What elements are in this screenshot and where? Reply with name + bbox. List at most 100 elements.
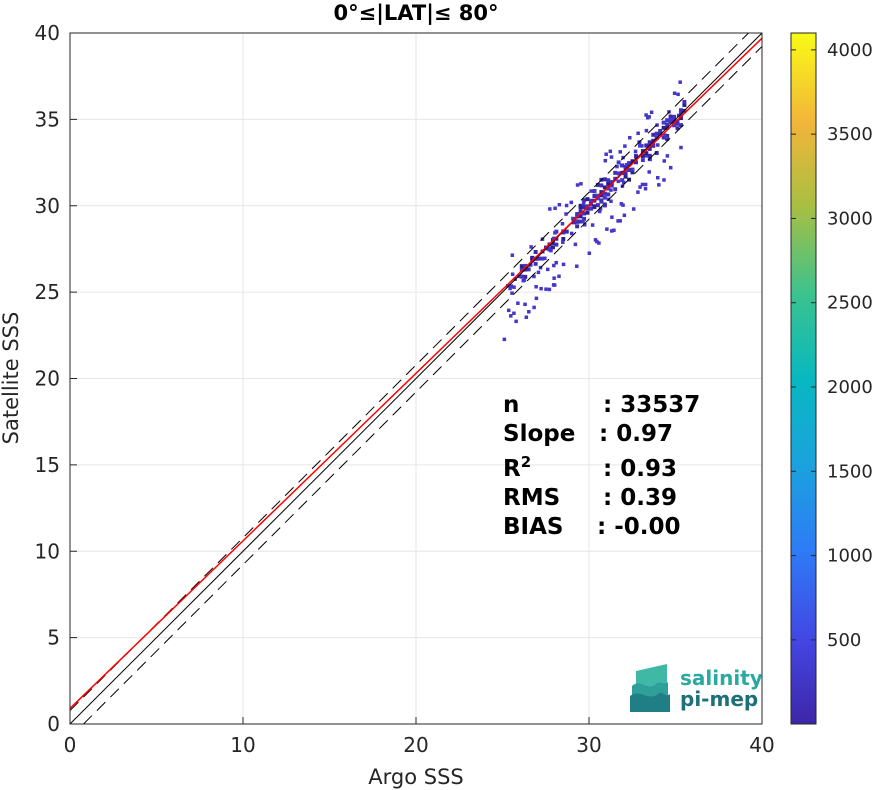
density-cell-158: [656, 175, 660, 180]
density-cell-254: [676, 113, 681, 118]
density-cell-259: [517, 274, 521, 279]
density-cell-48: [606, 178, 611, 183]
density-cell-35: [599, 190, 604, 195]
density-cell-30: [595, 193, 600, 198]
density-cell-122: [682, 102, 687, 107]
density-cell-78: [644, 153, 649, 158]
density-cell-240: [523, 302, 527, 307]
density-cell-273: [649, 110, 654, 115]
density-cell-268: [536, 270, 541, 275]
density-cell-127: [523, 274, 528, 279]
density-cell-126: [519, 264, 524, 269]
density-cell-274: [520, 274, 524, 279]
density-cell-269: [618, 219, 622, 223]
y-tick-label-1: 5: [47, 626, 60, 650]
density-cell-249: [657, 183, 661, 187]
density-cell-24: [592, 204, 597, 209]
density-cell-173: [597, 241, 601, 245]
density-cell-220: [623, 144, 627, 148]
density-cell-40: [602, 195, 607, 200]
density-cell-248: [662, 159, 667, 163]
density-cell-9: [578, 203, 583, 208]
density-cell-70: [630, 159, 635, 164]
density-cell-236: [643, 187, 648, 191]
density-cell-77: [640, 149, 645, 153]
density-cell-278: [509, 314, 513, 318]
density-cell-132: [530, 255, 535, 260]
density-cell-293: [656, 143, 660, 147]
density-cell-250: [510, 253, 515, 257]
axis-ticks: 0 10 20 30 40 0 5 10 15 20 25 30 35 40: [35, 21, 775, 757]
density-cell-115: [675, 119, 680, 124]
y-tick-label-4: 20: [35, 367, 60, 391]
density-cell-287: [581, 201, 586, 206]
density-cell-282: [589, 189, 594, 193]
y-tick-label-3: 15: [35, 453, 60, 477]
density-cell-163: [549, 248, 553, 253]
density-cell-4: [575, 212, 580, 217]
density-cell-1: [575, 224, 580, 229]
density-cell-228: [619, 202, 624, 206]
density-cell-136: [537, 256, 542, 261]
density-cell-286: [668, 118, 673, 122]
density-cell-81: [644, 143, 649, 148]
y-axis-label: Satellite SSS: [0, 312, 23, 445]
density-cell-289: [569, 200, 574, 205]
density-cell-84: [647, 146, 652, 151]
density-cell-19: [589, 206, 593, 211]
density-cell-95: [654, 131, 659, 136]
density-cell-68: [630, 170, 635, 175]
density-cell-233: [579, 182, 583, 186]
density-cell-18: [585, 197, 590, 202]
density-cell-262: [615, 164, 619, 169]
density-cell-242: [598, 207, 603, 211]
density-cell-252: [548, 207, 552, 211]
reference-line-1: [70, 33, 750, 711]
density-cell-218: [609, 199, 613, 203]
density-cell-144: [550, 245, 555, 250]
density-cell-290: [587, 251, 592, 255]
density-cell-89: [651, 142, 656, 147]
density-cell-157: [647, 170, 651, 174]
x-tick-label-0: 0: [64, 733, 77, 757]
density-cell-227: [676, 92, 680, 97]
density-cell-168: [552, 263, 556, 268]
density-cell-186: [564, 203, 569, 208]
density-cell-174: [668, 165, 673, 170]
y-tick-label-2: 10: [35, 539, 60, 563]
density-cell-192: [524, 315, 529, 320]
density-cell-279: [679, 145, 683, 150]
density-cell-34: [599, 193, 604, 198]
density-cell-76: [640, 153, 645, 158]
density-cell-116: [678, 123, 683, 128]
chart-title: 0°≤|LAT|≤ 80°: [333, 1, 498, 26]
density-cell-291: [612, 228, 616, 233]
density-cell-253: [644, 113, 648, 117]
density-cell-217: [638, 185, 642, 189]
density-cell-155: [509, 284, 514, 288]
density-cell-98: [661, 135, 666, 140]
density-cell-221: [539, 286, 543, 291]
y-tick-label-7: 35: [35, 107, 60, 131]
density-cell-172: [605, 227, 609, 231]
density-cell-90: [651, 138, 656, 143]
density-cell-199: [592, 189, 597, 194]
density-cell-237: [640, 144, 644, 148]
density-cell-125: [519, 267, 524, 272]
density-cell-195: [502, 337, 507, 342]
colorbar-tick-label-0: 500: [827, 630, 861, 651]
density-cell-51: [613, 187, 618, 192]
density-cell-60: [623, 174, 628, 179]
density-cell-167: [590, 223, 595, 227]
density-cell-169: [609, 155, 614, 159]
density-cell-258: [552, 236, 556, 241]
density-cell-0: [571, 220, 576, 225]
density-cell-209: [575, 183, 580, 187]
density-cell-33: [599, 198, 604, 203]
reference-lines: [70, 33, 762, 724]
density-cell-105: [665, 122, 670, 127]
density-cell-196: [514, 319, 518, 324]
density-cell-13: [582, 205, 587, 210]
density-cell-41: [602, 191, 607, 196]
